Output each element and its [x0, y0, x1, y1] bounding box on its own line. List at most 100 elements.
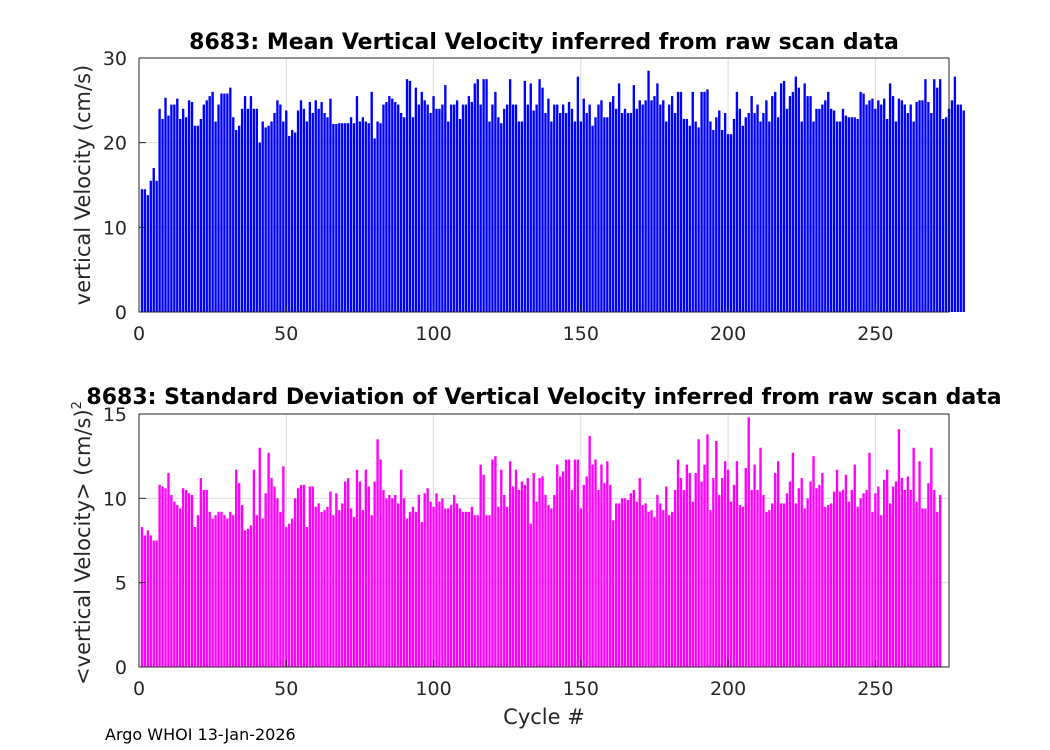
- bar: [255, 515, 258, 667]
- bar: [491, 104, 494, 312]
- bar: [880, 104, 883, 312]
- bar: [588, 104, 591, 312]
- bar: [450, 505, 453, 667]
- bar: [665, 486, 668, 667]
- bar: [208, 511, 211, 667]
- bar: [223, 515, 226, 667]
- bar: [573, 121, 577, 312]
- bar: [405, 518, 409, 667]
- bar: [497, 506, 500, 667]
- bar: [152, 168, 155, 312]
- bar: [673, 489, 677, 667]
- bar: [494, 91, 497, 312]
- bar: [452, 104, 456, 312]
- bar: [235, 129, 238, 312]
- bar: [532, 110, 535, 312]
- bar: [732, 118, 736, 313]
- bar: [744, 117, 747, 313]
- bar: [662, 510, 665, 667]
- bar: [794, 76, 798, 312]
- bar: [526, 478, 529, 667]
- bar: [385, 102, 388, 312]
- bar: [635, 108, 638, 312]
- bar: [367, 123, 370, 313]
- bar: [461, 511, 465, 667]
- bar: [894, 481, 898, 667]
- bar: [514, 469, 518, 667]
- bar: [697, 439, 700, 667]
- bar: [617, 83, 621, 313]
- bar: [768, 121, 771, 312]
- bar: [800, 478, 803, 667]
- bar: [199, 478, 203, 667]
- bar: [691, 501, 694, 667]
- bar: [438, 501, 441, 667]
- bar: [588, 435, 591, 667]
- bar: [143, 189, 147, 312]
- bar: [883, 479, 886, 667]
- bar: [741, 125, 744, 312]
- bar: [532, 473, 535, 667]
- bar: [771, 503, 774, 667]
- x-tick-label: 200: [710, 678, 746, 700]
- bar: [344, 481, 347, 667]
- bar: [688, 125, 691, 312]
- bar: [314, 506, 317, 667]
- bar: [918, 100, 921, 312]
- bar: [500, 123, 503, 313]
- mean-velocity-chart: 8683: Mean Vertical Velocity inferred fr…: [71, 30, 965, 345]
- bar: [936, 511, 939, 667]
- bar: [494, 456, 497, 667]
- bar: [308, 102, 312, 312]
- bar: [290, 129, 294, 312]
- bar: [827, 505, 830, 667]
- bar: [399, 469, 403, 667]
- bar: [461, 104, 465, 312]
- bar: [797, 488, 800, 667]
- axes-box: [138, 413, 950, 668]
- bar: [176, 505, 179, 667]
- bar: [691, 91, 694, 312]
- bar: [491, 459, 494, 667]
- bar: [226, 518, 229, 667]
- bar: [506, 104, 509, 312]
- y-axis-label: <vertical Velocity> (cm/s)2: [70, 401, 95, 685]
- bar: [868, 452, 871, 667]
- bar: [202, 489, 205, 667]
- bar: [809, 481, 812, 667]
- bar: [435, 108, 438, 312]
- bar: [771, 96, 774, 312]
- bar: [479, 104, 482, 312]
- bar: [264, 493, 267, 667]
- bar: [220, 93, 223, 312]
- bar: [140, 189, 144, 312]
- bar: [211, 518, 214, 667]
- bar: [402, 117, 406, 313]
- bar: [314, 100, 317, 312]
- bar: [329, 98, 332, 312]
- bar: [888, 83, 892, 313]
- bar: [750, 96, 753, 312]
- bar: [600, 100, 603, 312]
- bar: [723, 461, 727, 667]
- bar: [149, 180, 152, 312]
- bar: [155, 540, 158, 667]
- bar: [559, 476, 562, 667]
- bar: [261, 518, 264, 667]
- bar: [941, 118, 945, 313]
- bar: [756, 489, 759, 667]
- bar: [891, 96, 895, 312]
- bar: [874, 493, 877, 667]
- bar: [838, 121, 842, 312]
- bar: [299, 484, 303, 667]
- bar: [311, 113, 314, 313]
- bar: [444, 85, 447, 313]
- bar: [288, 523, 291, 667]
- bar: [747, 417, 750, 667]
- bar: [261, 121, 264, 312]
- bar: [803, 508, 806, 667]
- y-tick-label: 0: [115, 657, 127, 679]
- bar: [609, 484, 612, 667]
- bar: [464, 511, 468, 667]
- bar: [585, 113, 588, 313]
